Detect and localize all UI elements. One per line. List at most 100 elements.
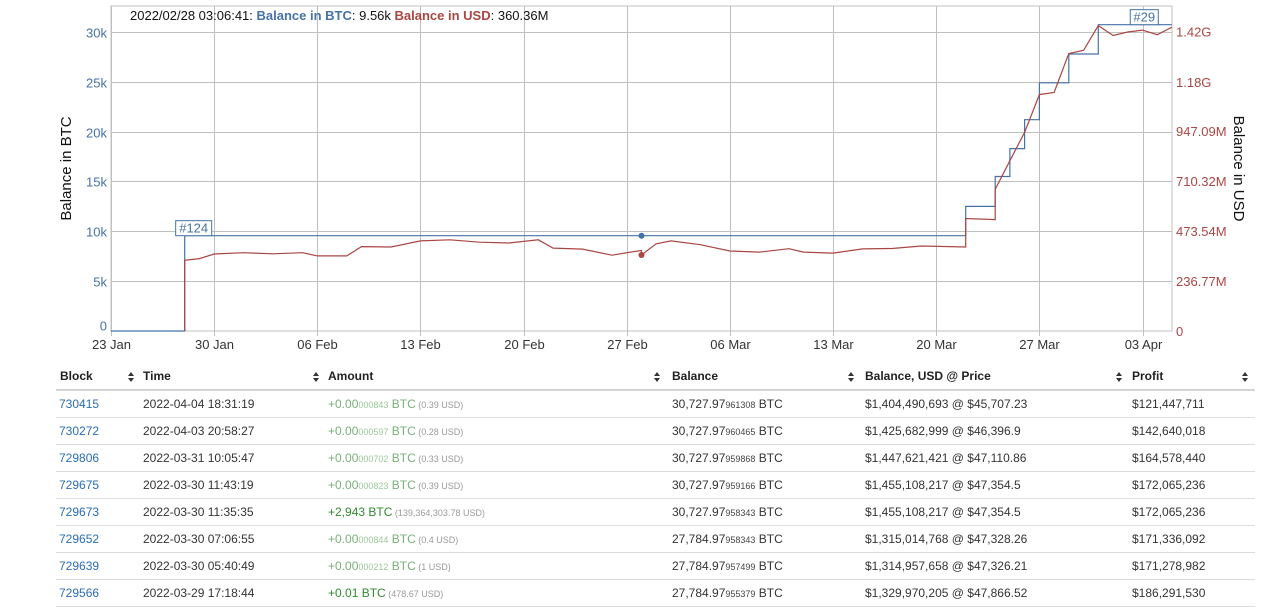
- amount-usd: (0.39 USD): [415, 481, 464, 491]
- balance-cell: 27,784.97958343 BTC: [672, 526, 783, 553]
- balance-currency: BTC: [755, 478, 783, 492]
- amount-decimals: 000597: [358, 427, 389, 437]
- btc-hover-point: [638, 232, 645, 239]
- amount-currency: BTC: [388, 397, 416, 411]
- y2-tick-label: 0: [1176, 324, 1183, 339]
- flag-box: [175, 220, 213, 237]
- profit-cell: $172,065,236: [1132, 478, 1206, 492]
- balance-decimals: 957499: [725, 562, 756, 572]
- amount-currency: BTC: [365, 505, 393, 519]
- profit-cell: $171,278,982: [1132, 559, 1206, 573]
- table-row: 729652 2022-03-30 07:06:55 +0.00000844 B…: [56, 526, 1255, 553]
- block-link[interactable]: 729566: [59, 586, 100, 600]
- tooltip-part: Balance in BTC: [257, 8, 353, 23]
- profit-cell: $142,640,018: [1132, 424, 1206, 438]
- time-cell: 2022-03-30 07:06:55: [143, 532, 255, 546]
- amount-usd: (0.33 USD): [415, 454, 464, 464]
- flag-marker: #124: [175, 220, 213, 237]
- balance-decimals: 958343: [725, 535, 756, 545]
- balance-decimals: 955379: [725, 589, 756, 599]
- time-cell: 2022-03-30 11:43:19: [143, 478, 254, 492]
- amount-integer: +0.00: [328, 424, 359, 438]
- column-header-label: Balance: [672, 369, 719, 383]
- column-header-time[interactable]: Time: [143, 365, 323, 389]
- x-tick-label: 27 Mar: [1019, 337, 1060, 352]
- table-body: 730415 2022-04-04 18:31:19 +0.00000843 B…: [56, 391, 1255, 607]
- sort-icon[interactable]: [1242, 372, 1248, 382]
- amount-currency: BTC: [388, 478, 416, 492]
- balance-currency: BTC: [755, 532, 783, 546]
- column-header-block[interactable]: Block: [60, 365, 138, 389]
- usd-series-line: [184, 24, 1173, 331]
- amount-usd: (139,364,303.78 USD): [392, 508, 485, 518]
- x-tick-label: 13 Feb: [400, 337, 440, 352]
- amount-currency: BTC: [388, 559, 416, 573]
- balance-cell: 30,727.97959868 BTC: [672, 445, 783, 472]
- x-tick-label: 30 Jan: [195, 337, 234, 352]
- amount-cell: +0.00000823 BTC (0.39 USD): [328, 472, 463, 499]
- y2-tick-label: 1.42G: [1176, 24, 1211, 39]
- column-header-balance-usd[interactable]: Balance, USD @ Price: [865, 365, 1125, 389]
- table-header: Block Time Amount Balance Balance, USD @…: [56, 365, 1255, 391]
- column-header-label: Time: [143, 369, 171, 383]
- y2-tick-label: 710.32M: [1176, 174, 1227, 189]
- block-link[interactable]: 730272: [59, 424, 100, 438]
- sort-icon[interactable]: [1116, 372, 1122, 382]
- y-tick-label: 30k: [86, 26, 107, 41]
- x-tick-label: 20 Feb: [504, 337, 544, 352]
- balance-currency: BTC: [755, 424, 783, 438]
- sort-icon[interactable]: [848, 372, 854, 382]
- balance-integer: 30,727.97: [672, 505, 726, 519]
- block-link[interactable]: 729806: [59, 451, 100, 465]
- table-row: 729673 2022-03-30 11:35:35 +2,943 BTC (1…: [56, 499, 1255, 526]
- column-header-label: Amount: [328, 369, 374, 383]
- time-cell: 2022-03-31 10:05:47: [143, 451, 255, 465]
- balance-integer: 30,727.97: [672, 424, 726, 438]
- sort-icon[interactable]: [128, 372, 134, 382]
- block-link[interactable]: 729673: [59, 505, 100, 519]
- table-row: 729806 2022-03-31 10:05:47 +0.00000702 B…: [56, 445, 1255, 472]
- hover-tooltip: 2022/02/28 03:06:41: Balance in BTC: 9.5…: [130, 8, 548, 23]
- y-tick-label: 5k: [93, 275, 107, 290]
- balance-cell: 27,784.97955379 BTC: [672, 580, 783, 607]
- column-header-amount[interactable]: Amount: [328, 365, 663, 389]
- sort-icon[interactable]: [313, 372, 319, 382]
- balance-currency: BTC: [755, 397, 783, 411]
- y-tick-label: 10k: [86, 225, 107, 240]
- amount-integer: +0.00: [328, 532, 359, 546]
- block-link[interactable]: 730415: [59, 397, 100, 411]
- transactions-table: Block Time Amount Balance Balance, USD @…: [56, 365, 1255, 607]
- x-tick-label: 20 Mar: [916, 337, 957, 352]
- balance-currency: BTC: [755, 586, 783, 600]
- y2-tick-label: 947.09M: [1176, 124, 1227, 139]
- column-header-balance[interactable]: Balance: [672, 365, 857, 389]
- profit-cell: $121,447,711: [1132, 397, 1205, 411]
- amount-integer: +0.00: [328, 478, 359, 492]
- balance-decimals: 958343: [725, 508, 756, 518]
- amount-decimals: 000844: [358, 535, 389, 545]
- amount-currency: BTC: [358, 586, 386, 600]
- amount-usd: (0.39 USD): [415, 400, 464, 410]
- balance-integer: 30,727.97: [672, 451, 726, 465]
- sort-icon[interactable]: [654, 372, 660, 382]
- y-axis-title: Balance in BTC: [58, 116, 75, 220]
- column-header-label: Balance, USD @ Price: [865, 369, 991, 383]
- time-cell: 2022-03-29 17:18:44: [143, 586, 255, 600]
- amount-cell: +0.00000843 BTC (0.39 USD): [328, 391, 463, 418]
- column-header-profit[interactable]: Profit: [1132, 365, 1252, 389]
- block-link[interactable]: 729675: [59, 478, 100, 492]
- amount-cell: +0.00000212 BTC (1 USD): [328, 553, 451, 580]
- balance-usd-cell: $1,447,621,421 @ $47,110.86: [865, 451, 1027, 465]
- amount-cell: +0.00000597 BTC (0.28 USD): [328, 418, 463, 445]
- y-tick-label: 0: [100, 319, 107, 334]
- profit-cell: $164,578,440: [1132, 451, 1206, 465]
- amount-cell: +0.01 BTC (478.67 USD): [328, 580, 443, 607]
- tooltip-part: Balance in USD: [395, 8, 491, 23]
- amount-cell: +0.00000844 BTC (0.4 USD): [328, 526, 458, 553]
- balance-chart[interactable]: 23 Jan 30 Jan 06 Feb 13 Feb 20 Feb 27 Feb 06 M…: [0, 0, 1278, 362]
- profit-cell: $186,291,530: [1132, 586, 1206, 600]
- x-tick-label: 06 Feb: [297, 337, 337, 352]
- block-link[interactable]: 729639: [59, 559, 100, 573]
- block-link[interactable]: 729652: [59, 532, 100, 546]
- flag-label: #29: [1133, 10, 1155, 25]
